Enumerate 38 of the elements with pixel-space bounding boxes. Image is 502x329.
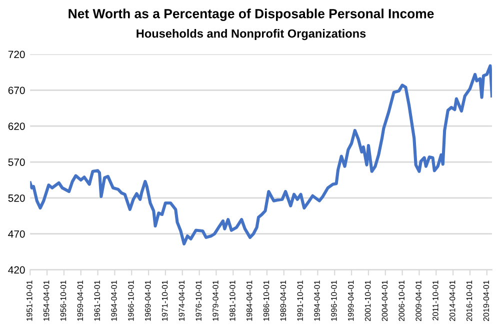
- y-tick-label: 420: [8, 266, 25, 274]
- x-tick-label: 1994-04-01: [314, 280, 320, 321]
- x-tick-label: 1976-10-01: [196, 280, 202, 321]
- x-tick-label: 1981-10-01: [230, 280, 236, 321]
- x-tick-label: 1971-10-01: [162, 280, 168, 321]
- x-tick-label: 1951-10-01: [26, 280, 32, 321]
- x-tick-label: 1959-04-01: [77, 280, 84, 321]
- x-tick-label: 1986-10-01: [263, 280, 270, 321]
- x-tick-label: 1991-10-01: [297, 280, 303, 321]
- y-tick-label: 620: [8, 122, 25, 130]
- x-tick-label: 2009-04-01: [416, 280, 422, 321]
- line-series: [30, 64, 492, 246]
- x-tick-label: 2019-04-01: [483, 280, 490, 321]
- x-tick-label: 1999-04-01: [348, 280, 354, 321]
- y-tick-label: 720: [8, 50, 25, 58]
- x-tick-label: 2011-10-01: [432, 280, 438, 320]
- x-tick-label: 1954-04-01: [43, 280, 50, 321]
- x-tick-label: 2001-10-01: [364, 280, 371, 321]
- x-tick-label: 1961-10-01: [94, 280, 100, 321]
- y-tick-label: 470: [8, 230, 25, 238]
- x-tick-label: 1984-04-01: [246, 280, 252, 321]
- x-tick-label: 1974-04-01: [178, 280, 185, 321]
- x-tick-label: 2004-04-01: [382, 280, 388, 321]
- x-tick-label: 1996-10-01: [331, 280, 337, 321]
- x-tick-label: 1989-04-01: [280, 280, 286, 321]
- y-tick-label: 670: [8, 86, 25, 94]
- x-tick-label: 1969-04-01: [145, 280, 151, 321]
- chart-subtitle: Households and Nonprofit Organizations: [136, 29, 366, 40]
- x-tick-label: 2006-10-01: [398, 280, 404, 321]
- x-tick-label: 1956-10-01: [60, 280, 66, 321]
- x-tick-label: 2016-10-01: [466, 280, 472, 321]
- x-tick-label: 1979-04-01: [212, 280, 218, 321]
- x-tick-label: 1964-04-01: [111, 280, 117, 321]
- x-tick-label: 2014-04-01: [449, 280, 456, 321]
- y-tick-label: 520: [8, 194, 25, 202]
- chart-title: Net Worth as a Percentage of Disposable Personal Income: [68, 8, 434, 21]
- y-tick-label: 570: [8, 158, 25, 166]
- x-tick-label: 1966-10-01: [128, 280, 134, 321]
